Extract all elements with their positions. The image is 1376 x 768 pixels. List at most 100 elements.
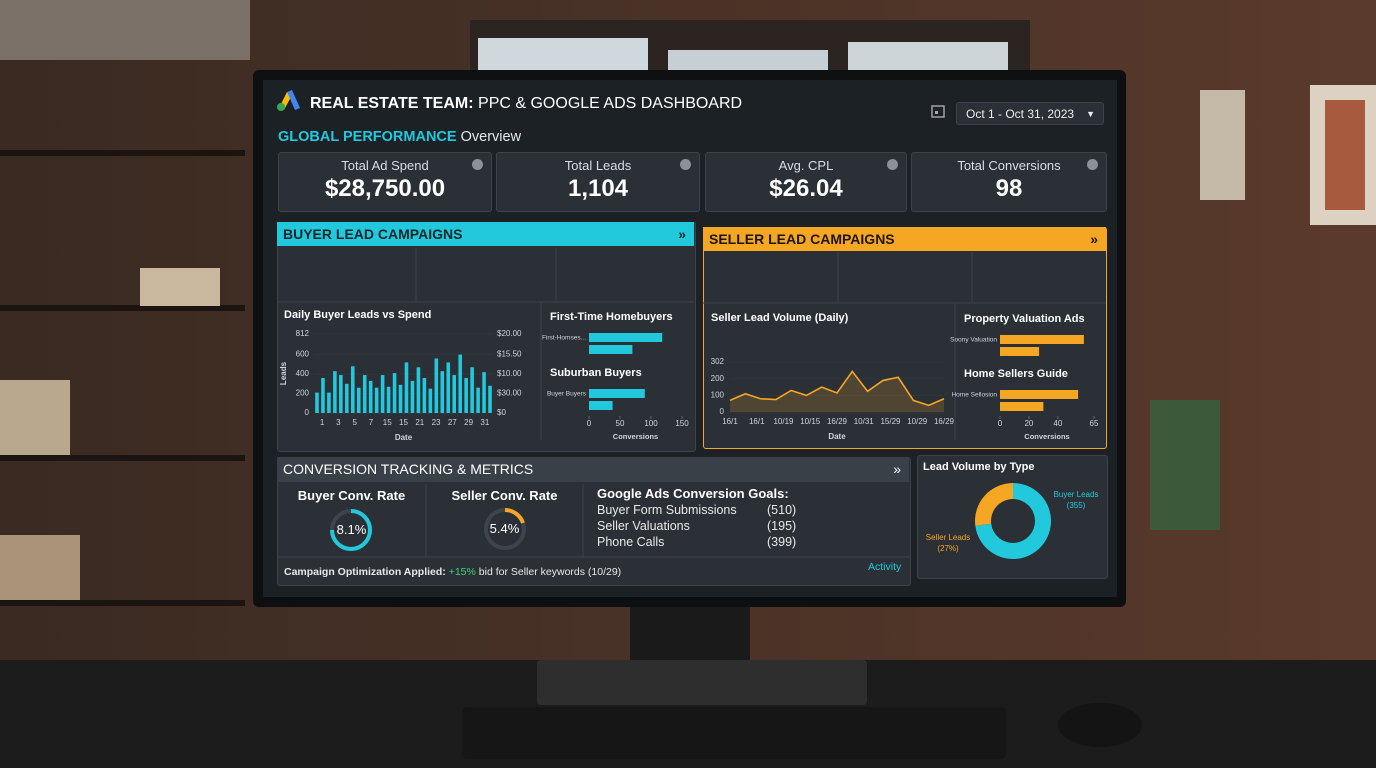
expand-icon[interactable]: » (893, 461, 901, 477)
conversion-panel-title: CONVERSION TRACKING & METRICS (283, 461, 534, 477)
chart-title: Suburban Buyers (550, 367, 642, 379)
bar (315, 392, 319, 413)
bar (356, 387, 361, 413)
title-rest: PPC & GOOGLE ADS DASHBOARD (478, 95, 743, 112)
kpi-card: Avg. CPL $26.04 (705, 152, 907, 212)
x-tick-label: 27 (448, 418, 457, 427)
overview-title-strong: GLOBAL PERFORMANCE (278, 129, 457, 145)
bar (350, 366, 355, 413)
rate-value: 8.1% (336, 522, 367, 537)
y-axis-label: Leads (279, 361, 288, 385)
bar (589, 333, 663, 342)
calendar-icon (931, 105, 945, 118)
y-tick-label: 200 (711, 374, 725, 383)
conversion-panel-header: CONVERSION TRACKING & METRICS » (277, 457, 909, 482)
x-tick-label: 150 (675, 419, 689, 428)
x-tick-label: 10/19 (773, 417, 794, 426)
y2-tick-label: $30.00 (497, 389, 522, 398)
x-tick-label: 50 (616, 419, 625, 428)
x-tick-label: 29 (464, 418, 473, 427)
bar (1000, 402, 1044, 411)
expand-icon[interactable]: » (1090, 231, 1098, 247)
seller-panel-title: SELLER LEAD CAMPAIGNS (709, 231, 895, 247)
bar (488, 385, 492, 413)
rate-label: Seller Conv. Rate (451, 488, 558, 503)
chart-title: Seller Lead Volume (Daily) (711, 312, 849, 324)
bar (589, 389, 645, 398)
note-label: Campaign Optimization Applied: (284, 566, 446, 578)
kpi-card: Total Ad Spend $28,750.00 (278, 152, 492, 212)
x-tick-label: 5 (352, 418, 357, 427)
buyer-panel-title: BUYER LEAD CAMPAIGNS (283, 226, 463, 242)
x-tick-label: 16/29 (827, 417, 848, 426)
legend-label: Buyer Leads (1054, 490, 1099, 499)
bar (452, 375, 457, 413)
x-tick-label: 20 (1024, 419, 1033, 428)
bar (470, 367, 474, 413)
y2-tick-label: $15.50 (497, 350, 522, 359)
bar (434, 358, 439, 413)
bar (1000, 390, 1079, 399)
x-tick-label: 23 (432, 418, 441, 427)
date-range-picker[interactable]: Oct 1 - Oct 31, 2023 ▼ (956, 102, 1104, 125)
bar (1000, 347, 1040, 356)
kpi-value: $28,750.00 (324, 175, 446, 202)
info-icon (472, 159, 483, 170)
x-axis-label: Date (828, 432, 846, 441)
expand-icon[interactable]: » (678, 226, 686, 242)
x-tick-label: 15 (399, 418, 408, 427)
line (729, 370, 945, 407)
rate-value: 5.4% (489, 521, 520, 536)
legend-label: Seller Leads (926, 533, 970, 542)
y2-tick-label: $0 (497, 408, 506, 417)
kpi-value: 98 (995, 175, 1023, 202)
kpi-value: $26.04 (769, 175, 843, 202)
note-text: bid for Seller keywords (10/29) (478, 566, 622, 578)
chart-title: Property Valuation Ads (964, 313, 1085, 325)
donut-slice (975, 483, 1051, 559)
y-tick-label: 0 (305, 408, 310, 417)
rate-label: Buyer Conv. Rate (297, 488, 406, 503)
y-tick-label: 302 (711, 357, 725, 366)
kpi-value: 1,104 (567, 175, 629, 202)
chart-title: First-Time Homebuyers (550, 311, 673, 323)
kpi-label: Total Ad Spend (341, 158, 429, 173)
legend-value: (27%) (937, 544, 959, 553)
goal-count: (399) (767, 535, 797, 549)
x-tick-label: 16/1 (749, 417, 765, 426)
bar (404, 362, 409, 413)
bar (374, 387, 379, 413)
optimization-note: Campaign Optimization Applied: +15% bid … (284, 566, 621, 578)
x-tick-label: 10/31 (854, 417, 875, 426)
x-tick-label: 10/15 (800, 417, 821, 426)
x-tick-label: 7 (369, 418, 374, 427)
x-tick-label: 0 (587, 419, 592, 428)
x-tick-label: 100 (644, 419, 658, 428)
x-axis-label: Conversions (613, 432, 658, 441)
bar (362, 375, 367, 413)
y-tick-label: 600 (296, 350, 310, 359)
bar (410, 380, 415, 413)
y-tick-label: 0 (720, 407, 725, 416)
x-axis-label: Conversions (1024, 432, 1069, 441)
goal-count: (510) (767, 503, 797, 517)
x-tick-label: 21 (415, 418, 424, 427)
bar (446, 362, 451, 413)
activity-link[interactable]: Activity (868, 561, 902, 573)
x-tick-label: 31 (480, 418, 489, 427)
donut-title: Lead Volume by Type (923, 461, 1035, 473)
category-label: Soony Valuation (950, 337, 997, 344)
x-tick-label: 0 (998, 419, 1003, 428)
buyer-rate-arc (330, 509, 372, 551)
bar (1000, 335, 1084, 344)
x-axis-label: Date (395, 433, 413, 442)
y2-tick-label: $20.00 (497, 329, 522, 338)
bar (422, 377, 427, 413)
bar (458, 354, 462, 413)
kpi-label: Total Leads (564, 158, 632, 173)
category-label: Buyer Buyers (547, 391, 587, 398)
bar (428, 388, 433, 413)
bar (440, 371, 445, 413)
overview-title-rest: Overview (460, 129, 522, 145)
